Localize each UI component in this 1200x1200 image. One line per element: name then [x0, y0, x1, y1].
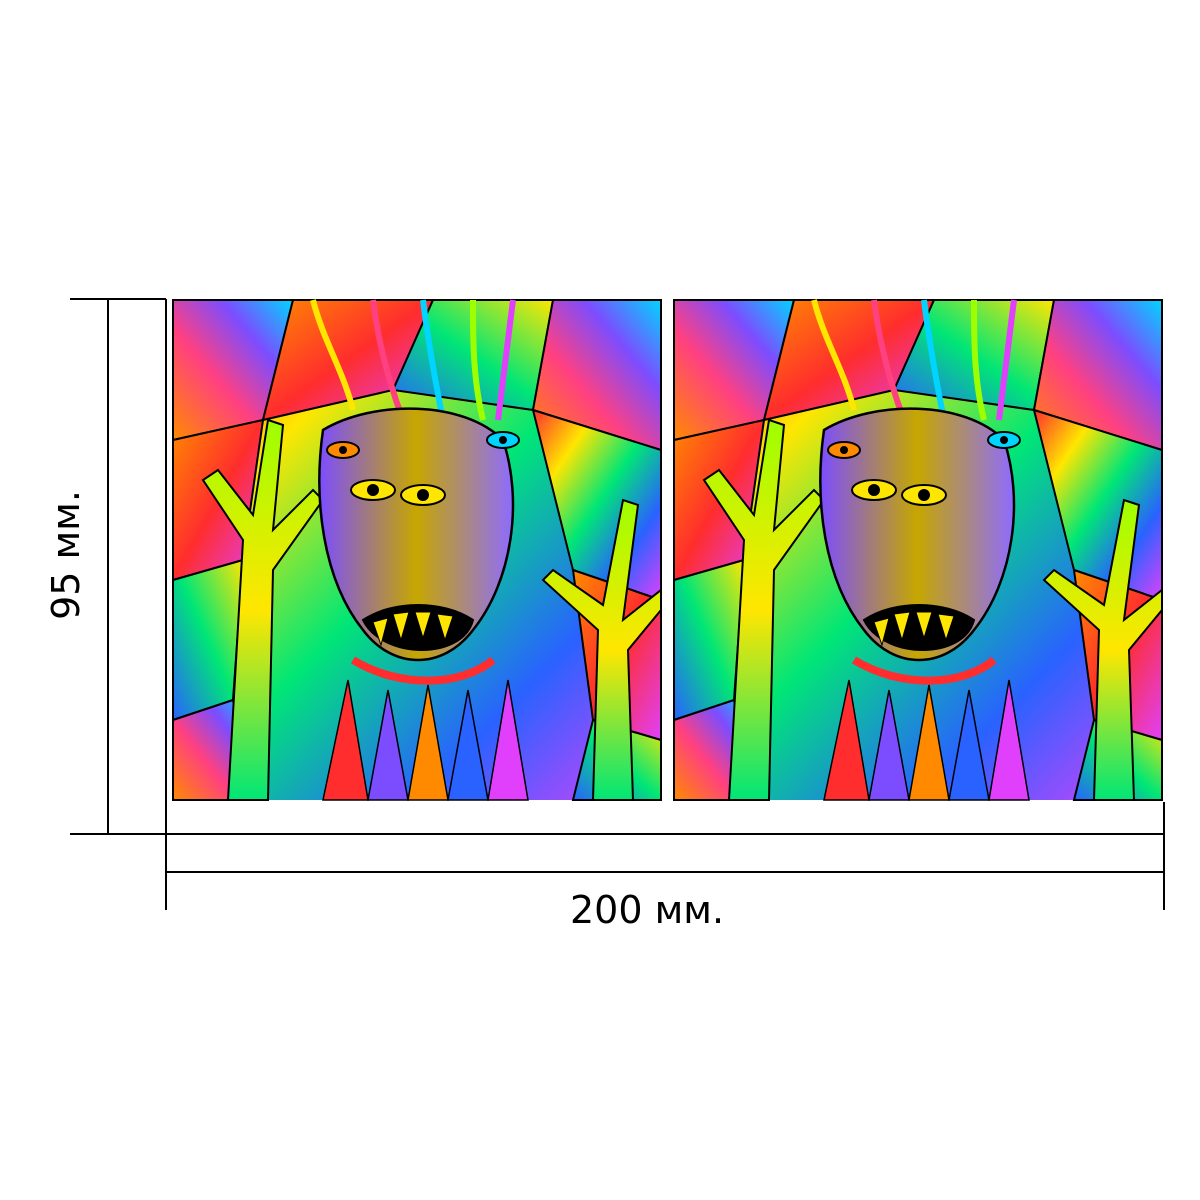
width-label: 200 мм.	[570, 888, 725, 932]
height-label: 95 мм.	[44, 490, 88, 620]
width-dimension	[165, 802, 1165, 910]
right-panel-artwork	[674, 300, 1162, 800]
left-panel-artwork	[173, 300, 661, 800]
height-dimension	[70, 298, 167, 835]
